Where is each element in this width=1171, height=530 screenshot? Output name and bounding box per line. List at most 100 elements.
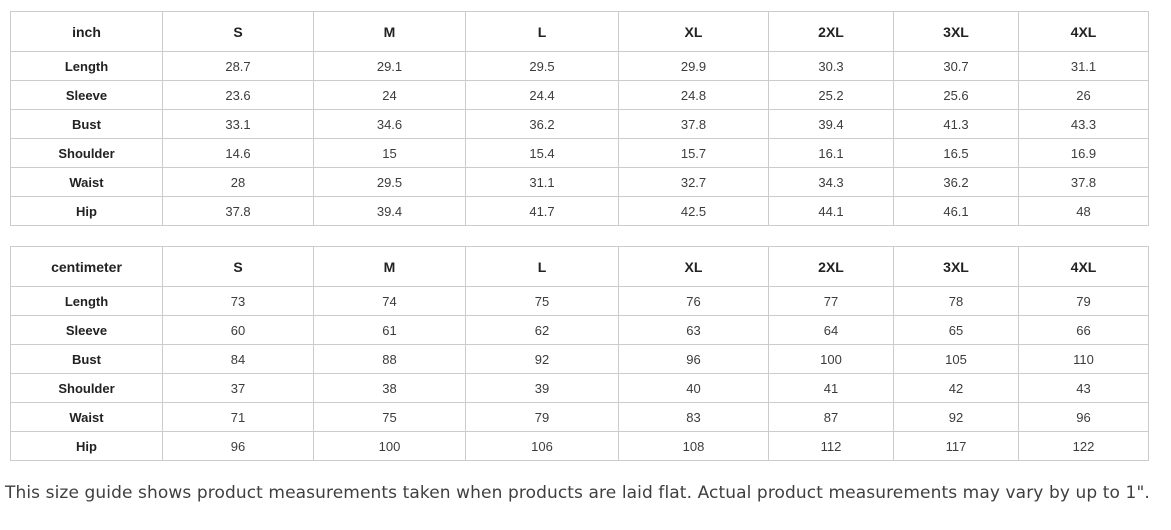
measurement-value: 15 (313, 138, 466, 168)
measurement-value: 15.7 (618, 138, 769, 168)
measurement-value: 122 (1018, 431, 1149, 461)
measurement-value: 26 (1018, 80, 1149, 110)
measurement-value: 100 (768, 344, 894, 374)
measurement-value: 37.8 (162, 196, 314, 226)
unit-label: inch (10, 11, 163, 52)
measurement-value: 31.1 (465, 167, 619, 197)
table-row: Bust 33.1 34.6 36.2 37.8 39.4 41.3 43.3 (10, 109, 1149, 139)
size-column-header: 2XL (768, 11, 894, 52)
measurement-value: 73 (162, 286, 314, 316)
table-row: Bust 84 88 92 96 100 105 110 (10, 344, 1149, 374)
measurement-value: 24 (313, 80, 466, 110)
measurement-value: 66 (1018, 315, 1149, 345)
measurement-label: Bust (10, 109, 163, 139)
measurement-value: 117 (893, 431, 1019, 461)
measurement-value: 16.9 (1018, 138, 1149, 168)
measurement-value: 39.4 (313, 196, 466, 226)
size-column-header: XL (618, 11, 769, 52)
header-row: centimeter S M L XL 2XL 3XL 4XL (10, 246, 1149, 287)
size-column-header: 3XL (893, 246, 1019, 287)
measurement-value: 34.3 (768, 167, 894, 197)
measurement-value: 38 (313, 373, 466, 403)
measurement-value: 96 (162, 431, 314, 461)
measurement-value: 75 (313, 402, 466, 432)
size-column-header: 4XL (1018, 246, 1149, 287)
measurement-value: 33.1 (162, 109, 314, 139)
measurement-value: 84 (162, 344, 314, 374)
size-guide-note: This size guide shows product measuremen… (5, 483, 1150, 503)
measurement-label: Bust (10, 344, 163, 374)
measurement-value: 29.1 (313, 51, 466, 81)
measurement-value: 28.7 (162, 51, 314, 81)
table-row: Length 28.7 29.1 29.5 29.9 30.3 30.7 31.1 (10, 51, 1149, 81)
measurement-value: 16.5 (893, 138, 1019, 168)
measurement-value: 34.6 (313, 109, 466, 139)
measurement-value: 78 (893, 286, 1019, 316)
measurement-value: 63 (618, 315, 769, 345)
measurement-value: 31.1 (1018, 51, 1149, 81)
measurement-value: 41.7 (465, 196, 619, 226)
measurement-value: 16.1 (768, 138, 894, 168)
measurement-value: 92 (465, 344, 619, 374)
measurement-value: 41 (768, 373, 894, 403)
measurement-value: 100 (313, 431, 466, 461)
measurement-value: 83 (618, 402, 769, 432)
measurement-label: Shoulder (10, 138, 163, 168)
measurement-value: 36.2 (893, 167, 1019, 197)
measurement-label: Length (10, 51, 163, 81)
measurement-value: 29.9 (618, 51, 769, 81)
measurement-value: 36.2 (465, 109, 619, 139)
measurement-value: 32.7 (618, 167, 769, 197)
table-row: Shoulder 14.6 15 15.4 15.7 16.1 16.5 16.9 (10, 138, 1149, 168)
table-row: Hip 37.8 39.4 41.7 42.5 44.1 46.1 48 (10, 196, 1149, 226)
measurement-value: 96 (1018, 402, 1149, 432)
measurement-label: Shoulder (10, 373, 163, 403)
table-row: Sleeve 60 61 62 63 64 65 66 (10, 315, 1149, 345)
measurement-value: 14.6 (162, 138, 314, 168)
measurement-value: 41.3 (893, 109, 1019, 139)
measurement-value: 88 (313, 344, 466, 374)
measurement-value: 37.8 (618, 109, 769, 139)
measurement-value: 42.5 (618, 196, 769, 226)
table-row: Waist 28 29.5 31.1 32.7 34.3 36.2 37.8 (10, 167, 1149, 197)
measurement-value: 60 (162, 315, 314, 345)
measurement-value: 79 (1018, 286, 1149, 316)
measurement-value: 40 (618, 373, 769, 403)
measurement-value: 42 (893, 373, 1019, 403)
table-row: Hip 96 100 106 108 112 117 122 (10, 431, 1149, 461)
measurement-value: 25.2 (768, 80, 894, 110)
size-column-header: S (162, 246, 314, 287)
measurement-value: 92 (893, 402, 1019, 432)
table-row: Shoulder 37 38 39 40 41 42 43 (10, 373, 1149, 403)
measurement-value: 29.5 (465, 51, 619, 81)
measurement-value: 30.3 (768, 51, 894, 81)
table-row: Waist 71 75 79 83 87 92 96 (10, 402, 1149, 432)
measurement-value: 39 (465, 373, 619, 403)
measurement-value: 24.4 (465, 80, 619, 110)
table-row: Sleeve 23.6 24 24.4 24.8 25.2 25.6 26 (10, 80, 1149, 110)
measurement-value: 61 (313, 315, 466, 345)
measurement-value: 48 (1018, 196, 1149, 226)
measurement-value: 37 (162, 373, 314, 403)
measurement-value: 62 (465, 315, 619, 345)
measurement-value: 108 (618, 431, 769, 461)
measurement-value: 29.5 (313, 167, 466, 197)
measurement-label: Hip (10, 196, 163, 226)
measurement-value: 112 (768, 431, 894, 461)
measurement-value: 15.4 (465, 138, 619, 168)
size-table-centimeter: centimeter S M L XL 2XL 3XL 4XL Length 73 74 75 76 77… (10, 246, 1149, 461)
measurement-value: 76 (618, 286, 769, 316)
measurement-value: 43.3 (1018, 109, 1149, 139)
measurement-value: 37.8 (1018, 167, 1149, 197)
measurement-value: 39.4 (768, 109, 894, 139)
size-column-header: 2XL (768, 246, 894, 287)
measurement-label: Hip (10, 431, 163, 461)
size-column-header: XL (618, 246, 769, 287)
measurement-value: 96 (618, 344, 769, 374)
size-column-header: S (162, 11, 314, 52)
size-table-inch: inch S M L XL 2XL 3XL 4XL Length 28.7 29.1 29.5 29.9… (10, 11, 1149, 226)
unit-label: centimeter (10, 246, 163, 287)
measurement-value: 46.1 (893, 196, 1019, 226)
size-column-header: L (465, 11, 619, 52)
measurement-value: 87 (768, 402, 894, 432)
